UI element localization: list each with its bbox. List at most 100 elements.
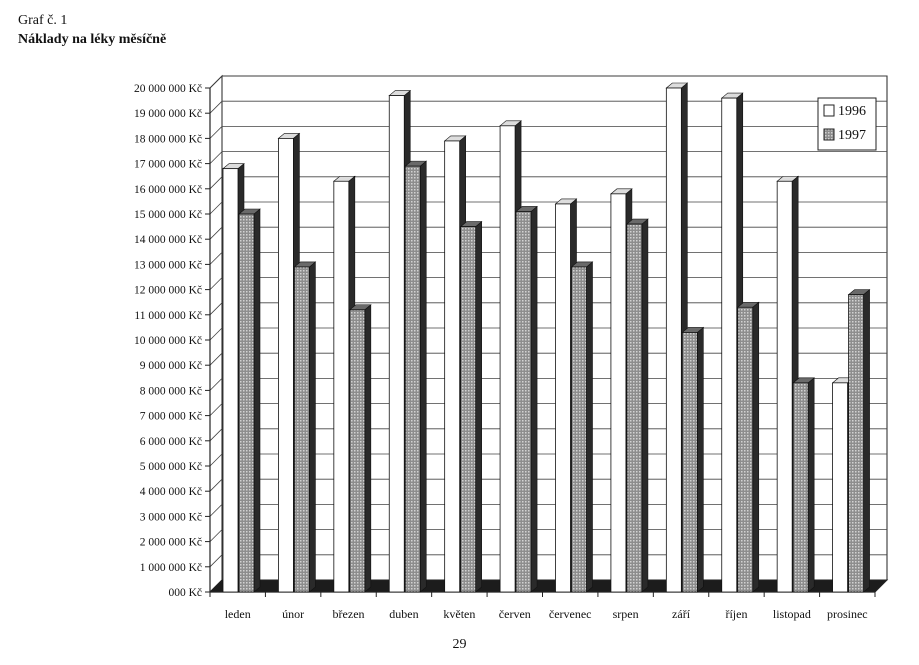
gridline <box>209 252 887 265</box>
y-tick-label: 17 000 000 Kč <box>134 159 202 171</box>
bar-front <box>349 309 366 593</box>
y-tick-label: 13 000 000 Kč <box>134 259 202 271</box>
y-tick-label: 000 Kč <box>168 587 202 599</box>
bar-side <box>586 261 593 593</box>
y-tick-label: 4 000 000 Kč <box>140 486 202 498</box>
bar-side <box>309 261 316 593</box>
gridline <box>209 403 887 416</box>
bar-front <box>792 382 809 593</box>
grid-layer <box>205 74 888 594</box>
gridline <box>209 151 887 164</box>
bar-side <box>253 208 261 593</box>
bar-front <box>848 294 864 593</box>
y-tick-label: 18 000 000 Kč <box>134 133 202 145</box>
x-category-label: listopad <box>773 607 811 621</box>
x-category-label: leden <box>225 607 251 621</box>
y-tick-label: 16 000 000 Kč <box>134 184 202 196</box>
y-tick-label: 12 000 000 Kč <box>134 285 202 297</box>
legend-label-1996: 1996 <box>838 104 866 119</box>
gridline <box>209 554 887 568</box>
bar-front <box>610 193 627 593</box>
y-tick-label: 14 000 000 Kč <box>134 234 202 246</box>
bar-front <box>333 180 350 593</box>
x-category-label: červenec <box>549 607 592 621</box>
gridline <box>209 529 887 542</box>
gridline <box>209 352 887 366</box>
gridline <box>209 504 887 517</box>
gridline <box>209 226 887 240</box>
y-tick-label: 11 000 000 Kč <box>134 310 202 322</box>
bar-front <box>721 97 738 593</box>
bar-side <box>807 377 815 593</box>
x-category-label: srpen <box>613 607 639 621</box>
bar-side <box>863 288 870 593</box>
x-category-label: prosinec <box>827 607 868 621</box>
y-tick-label: 2 000 000 Kč <box>140 537 202 549</box>
bar-front <box>460 226 477 593</box>
gridline <box>209 453 887 467</box>
bar-front <box>222 168 239 593</box>
gridline <box>209 378 887 391</box>
bar-front <box>444 140 461 593</box>
legend: 1996 1997 <box>817 97 877 151</box>
bar-front <box>388 95 405 593</box>
gridline <box>209 126 887 139</box>
chart-floor <box>208 579 889 597</box>
bar-1997-prosinec <box>847 288 871 593</box>
legend-swatch-1997 <box>823 128 835 141</box>
x-category-label: květen <box>443 607 475 621</box>
y-tick-label: 5 000 000 Kč <box>140 461 202 473</box>
bar-1997-červen <box>515 205 538 593</box>
bar-1997-březen <box>349 304 372 593</box>
bar-front <box>515 211 532 593</box>
bar-front <box>681 332 698 593</box>
x-category-label: červen <box>499 607 531 621</box>
bar-front <box>571 266 587 593</box>
x-category-label: duben <box>389 607 418 621</box>
y-tick-label: 10 000 000 Kč <box>134 335 202 347</box>
y-tick-label: 3 000 000 Kč <box>140 511 202 523</box>
bar-1997-říjen <box>736 301 760 593</box>
bar-front <box>499 125 516 593</box>
legend-label-1997: 1997 <box>838 128 866 143</box>
bar-front <box>737 306 754 593</box>
bar-1997-listopad <box>792 377 815 593</box>
bar-side <box>641 218 649 593</box>
bar-side <box>419 160 427 593</box>
y-tick-label: 8 000 000 Kč <box>140 385 202 397</box>
gridline <box>209 201 887 215</box>
bar-1997-září <box>681 326 705 593</box>
y-tick-label: 15 000 000 Kč <box>134 209 202 221</box>
bar-front <box>238 213 255 593</box>
y-tick-label: 19 000 000 Kč <box>134 108 202 120</box>
gridline <box>209 327 887 341</box>
x-category-label: září <box>672 607 691 621</box>
graph-number-label: Graf č. 1 <box>18 13 68 28</box>
y-tick-label: 7 000 000 Kč <box>140 411 202 423</box>
y-axis-tick-labels: 000 Kč 1 000 000 Kč 2 000 000 Kč 3 000 000 … <box>134 83 202 599</box>
bar-front <box>776 180 793 593</box>
bar-front <box>555 203 571 593</box>
legend-swatch-1996 <box>823 104 835 117</box>
bar-side <box>364 304 372 593</box>
bar-side <box>697 326 704 593</box>
bar-side <box>475 220 482 593</box>
gridline <box>209 176 887 190</box>
y-tick-label: 6 000 000 Kč <box>140 436 202 448</box>
bar-front <box>404 165 421 593</box>
bar-side <box>530 205 538 593</box>
gridline <box>209 478 887 492</box>
gridline <box>209 302 887 316</box>
bar-1997-květen <box>459 220 483 593</box>
gridline <box>209 100 887 114</box>
bar-front <box>665 87 682 593</box>
bar-1997-červenec <box>570 261 594 593</box>
gridline <box>209 428 887 442</box>
bar-1997-leden <box>238 208 261 593</box>
bar-front <box>294 266 310 593</box>
bars-layer <box>222 82 871 593</box>
bar-1997-duben <box>404 160 428 593</box>
x-category-label: březen <box>333 607 365 621</box>
bar-front <box>278 137 294 593</box>
